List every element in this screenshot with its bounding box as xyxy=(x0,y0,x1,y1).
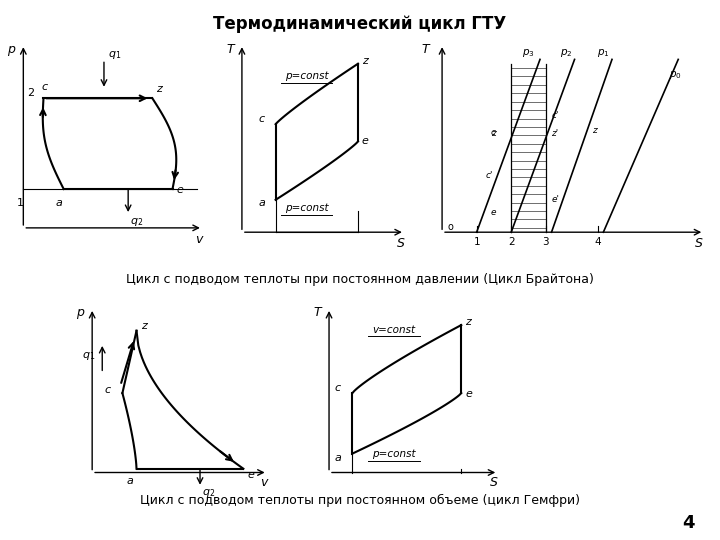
Text: T: T xyxy=(227,43,235,56)
Text: p=const: p=const xyxy=(285,202,328,213)
Text: $p_2$: $p_2$ xyxy=(559,47,572,59)
Text: e: e xyxy=(491,208,497,217)
Text: S: S xyxy=(490,476,498,489)
Text: c': c' xyxy=(485,171,492,180)
Text: z': z' xyxy=(552,129,559,138)
Text: c: c xyxy=(104,385,110,395)
Text: e: e xyxy=(465,389,472,399)
Text: e: e xyxy=(248,470,254,480)
Text: c: c xyxy=(258,114,265,124)
Text: z: z xyxy=(491,129,496,138)
Text: Термодинамический цикл ГТУ: Термодинамический цикл ГТУ xyxy=(213,15,507,33)
Text: a: a xyxy=(127,476,133,486)
Text: z: z xyxy=(361,56,368,66)
Text: $p_3$: $p_3$ xyxy=(522,47,535,59)
Text: c: c xyxy=(335,383,341,393)
Text: a: a xyxy=(55,198,63,208)
Text: z: z xyxy=(592,126,597,136)
Text: c: c xyxy=(42,82,48,92)
Text: T: T xyxy=(314,306,321,319)
Text: 2: 2 xyxy=(27,88,35,98)
Text: p=const: p=const xyxy=(285,71,328,81)
Text: Цикл с подводом теплоты при постоянном объеме (цикл Гемфри): Цикл с подводом теплоты при постоянном о… xyxy=(140,494,580,507)
Text: p=const: p=const xyxy=(372,449,415,460)
Text: c': c' xyxy=(552,111,559,120)
Text: z: z xyxy=(465,317,471,327)
Text: $q_2$: $q_2$ xyxy=(130,215,143,227)
Text: o: o xyxy=(448,222,454,232)
Text: 1: 1 xyxy=(17,198,24,208)
Text: 4: 4 xyxy=(683,514,695,532)
Text: v: v xyxy=(195,233,202,246)
Text: z: z xyxy=(140,321,146,331)
Text: v: v xyxy=(260,476,267,489)
Text: p: p xyxy=(7,43,15,56)
Text: $q_1$: $q_1$ xyxy=(108,49,121,61)
Text: a: a xyxy=(258,198,266,208)
Text: a: a xyxy=(335,453,342,463)
Text: z: z xyxy=(156,84,162,94)
Text: Цикл с подводом теплоты при постоянном давлении (Цикл Брайтона): Цикл с подводом теплоты при постоянном д… xyxy=(126,273,594,286)
Text: 4: 4 xyxy=(594,237,601,247)
Text: T: T xyxy=(421,43,428,56)
Text: $p_1$: $p_1$ xyxy=(597,47,610,59)
Text: v=const: v=const xyxy=(372,325,415,335)
Text: p: p xyxy=(76,306,84,319)
Text: 3: 3 xyxy=(542,237,549,247)
Text: e: e xyxy=(176,185,184,195)
Text: 1: 1 xyxy=(473,237,480,247)
Text: 2: 2 xyxy=(508,237,515,247)
Text: S: S xyxy=(695,237,702,251)
Text: e': e' xyxy=(552,195,559,204)
Text: $q_1$: $q_1$ xyxy=(82,350,95,362)
Text: $p_0$: $p_0$ xyxy=(669,69,682,80)
Text: e: e xyxy=(361,136,369,146)
Text: $q_2$: $q_2$ xyxy=(202,487,215,499)
Text: S: S xyxy=(397,237,405,251)
Text: c: c xyxy=(491,128,496,137)
